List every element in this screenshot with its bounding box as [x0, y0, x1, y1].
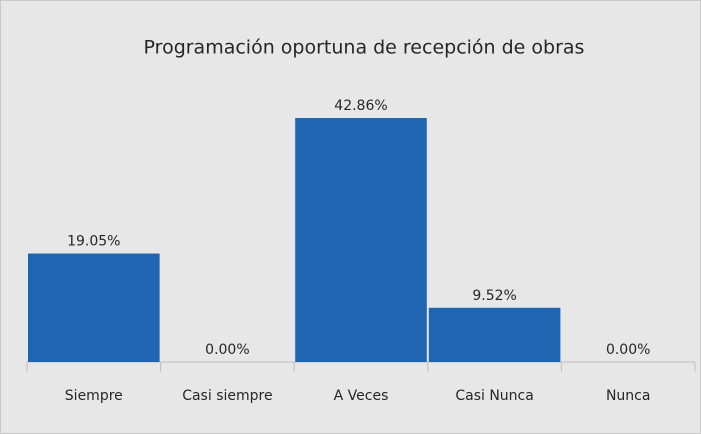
bar: [295, 118, 427, 362]
data-label: 9.52%: [472, 288, 516, 304]
x-tick-label: Siempre: [65, 388, 123, 404]
data-label: 0.00%: [205, 342, 249, 358]
x-tick-label: A Veces: [334, 388, 389, 404]
data-label: 19.05%: [67, 234, 120, 250]
chart-title: Programación oportuna de recepción de ob…: [144, 37, 585, 59]
x-tick-label: Casi Nunca: [455, 388, 533, 404]
x-tick-label: Nunca: [606, 388, 651, 404]
data-label: 0.00%: [606, 342, 650, 358]
bar: [428, 307, 561, 362]
data-label: 42.86%: [334, 98, 387, 114]
bar: [28, 253, 160, 362]
x-tick-label: Casi siempre: [182, 388, 272, 404]
